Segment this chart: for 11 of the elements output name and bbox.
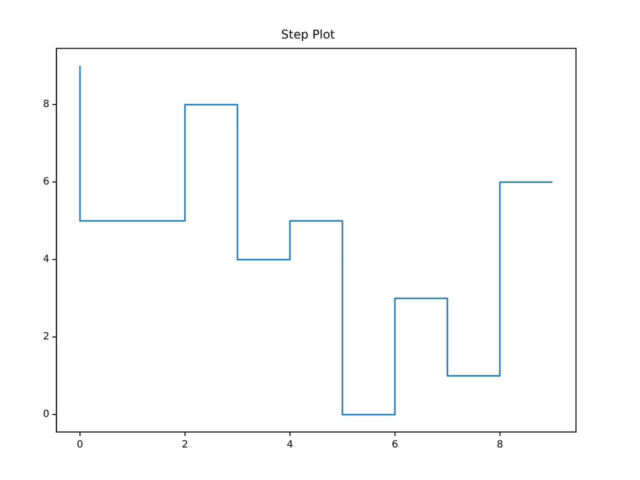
x-tick-label: 2 <box>182 440 188 451</box>
y-tick-label: 0 <box>42 409 50 420</box>
x-tick-label: 8 <box>496 440 504 451</box>
x-tick-label: 0 <box>76 440 84 451</box>
y-tick-label: 2 <box>42 332 50 343</box>
x-tick-label: 4 <box>286 440 294 451</box>
y-tick-label: 4 <box>42 254 50 266</box>
y-tick-label: 8 <box>42 99 50 110</box>
y-tick-label: 6 <box>42 176 50 188</box>
chart-title: Step Plot <box>281 27 336 42</box>
x-tick-label: 6 <box>392 440 398 451</box>
